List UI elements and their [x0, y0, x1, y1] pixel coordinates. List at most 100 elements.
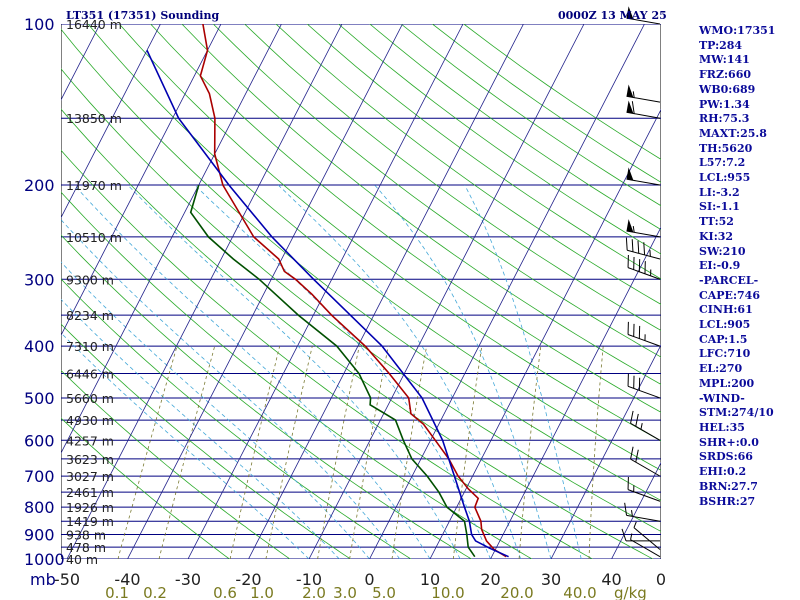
- dewpoint-profile-line: [189, 184, 476, 558]
- moist-adiabat: [73, 184, 431, 559]
- wind-barb-shaft: [626, 17, 661, 25]
- mixing-ratio-unit-label: g/kg: [614, 584, 647, 600]
- wind-barb: [630, 410, 661, 441]
- mixing-ratio-line: [349, 346, 389, 559]
- sounding-series: [146, 24, 509, 558]
- pressure-tick-label: 100: [24, 15, 55, 34]
- wind-barb: [626, 84, 661, 103]
- wind-barb-pennant: [626, 100, 634, 114]
- sounding-index: MPL:200: [699, 376, 755, 390]
- moist-adiabat: [194, 184, 491, 559]
- height-label: 3027 m: [66, 469, 114, 484]
- sounding-index: CAPE:746: [699, 288, 760, 302]
- sounding-index: WB0:689: [699, 82, 756, 96]
- wind-barb: [627, 321, 661, 347]
- sounding-index: SW:210: [699, 244, 746, 258]
- dry-adiabat: [61, 417, 230, 559]
- isotherm-line: [61, 24, 222, 337]
- height-label: 938 m: [66, 528, 106, 543]
- pressure-tick-label: 400: [24, 337, 55, 356]
- wind-barb: [621, 528, 660, 542]
- mixing-ratio-tick-label: 40.0: [563, 584, 596, 600]
- sounding-index: BRN:27.7: [699, 479, 758, 493]
- sounding-index: WMO:17351: [699, 24, 776, 37]
- wind-barb-flag: [625, 237, 628, 251]
- wind-barb-column: [621, 6, 661, 558]
- wind-barb-shaft: [626, 111, 661, 119]
- wind-barb: [626, 219, 661, 238]
- moist-adiabat: [464, 184, 582, 559]
- isotherm-line: [61, 24, 282, 454]
- sounding-index: EI:-0.9: [699, 259, 741, 273]
- mixing-ratio-line: [317, 346, 360, 559]
- dry-adiabat: [244, 24, 661, 331]
- dry-adiabat: [150, 24, 661, 413]
- isotherm-line: [611, 461, 661, 559]
- sounding-index: CAP:1.5: [699, 332, 748, 346]
- sounding-index: EL:270: [699, 362, 743, 376]
- wind-barb-half-flag: [630, 533, 633, 540]
- mixing-ratio-line: [158, 345, 216, 559]
- isotherm-line: [66, 24, 343, 559]
- temperature-tick-label: -40: [114, 570, 140, 589]
- wind-barb-shaft: [627, 267, 661, 280]
- temperature-tick-label: -50: [54, 570, 80, 589]
- sounding-index: SRDS:66: [699, 450, 753, 464]
- temperature-tick-label: 40: [601, 570, 621, 589]
- sounding-index: FRZ:660: [699, 68, 752, 82]
- wind-barb-shaft: [630, 422, 661, 441]
- dry-adiabat: [212, 24, 661, 358]
- mixing-ratio-tick-label: 0.2: [143, 584, 167, 600]
- dry-adiabat: [181, 24, 661, 385]
- wind-barb-pennant: [626, 219, 634, 233]
- dry-adiabat: [61, 369, 291, 559]
- temperature-tick-label: 10: [420, 570, 440, 589]
- wind-barb-half-flag: [631, 510, 633, 517]
- mixing-ratio-line: [229, 346, 281, 559]
- moist-adiabat: [277, 184, 522, 559]
- pressure-tick-label: 900: [24, 526, 55, 545]
- mixing-ratio-line: [117, 345, 178, 559]
- wind-barb: [627, 254, 661, 280]
- mixing-ratio-tick-label: 20.0: [500, 584, 533, 600]
- dry-adiabat: [61, 108, 654, 559]
- dry-adiabat: [61, 28, 661, 501]
- sounding-index: SI:-1.1: [699, 200, 740, 214]
- wind-barb-flag: [630, 446, 634, 460]
- sounding-index: CINH:61: [699, 303, 753, 317]
- chart-title: LT351 (17351) Sounding: [66, 9, 220, 22]
- temperature-tick-label: -30: [175, 570, 201, 589]
- dry-adiabat: [119, 24, 661, 442]
- dry-adiabat: [306, 24, 661, 280]
- wind-barb-half-flag: [633, 521, 637, 528]
- sounding-index: LCL:955: [699, 171, 751, 185]
- sounding-index: STM:274/10: [699, 406, 774, 420]
- wind-barb-shaft: [627, 334, 661, 347]
- isotherm-line: [308, 24, 585, 559]
- height-label: 5660 m: [66, 391, 114, 406]
- wind-barb-shaft: [630, 539, 661, 558]
- pressure-tick-label: 500: [24, 389, 55, 408]
- height-label: 13850 m: [66, 111, 122, 126]
- pressure-tick-label: 1000: [24, 550, 65, 569]
- height-label: 1926 m: [66, 500, 114, 515]
- isotherm-line: [550, 344, 661, 559]
- sounding-indices-panel: WMO:17351 TP:284 MW:141 FRZ:660 WB0:689 PW:1.…: [699, 24, 775, 509]
- dry-adiabat: [61, 323, 351, 559]
- isotherm-line: [429, 108, 661, 559]
- wind-barb-shaft: [626, 95, 661, 103]
- height-label: 11970 m: [66, 178, 122, 193]
- height-label: 10510 m: [66, 230, 122, 245]
- dry-adiabat: [275, 24, 661, 305]
- wind-barb-shaft: [626, 230, 661, 238]
- dry-adiabat: [61, 149, 593, 559]
- height-label: 3623 m: [66, 452, 114, 467]
- wind-barb-half-flag: [632, 91, 635, 98]
- wind-barb-flag: [630, 410, 634, 424]
- sounding-index: -PARCEL-: [699, 273, 759, 287]
- mixing-ratio-line: [265, 346, 313, 559]
- height-label: 8234 m: [66, 308, 114, 323]
- sounding-index: MW:141: [699, 53, 750, 67]
- height-label: 4930 m: [66, 413, 114, 428]
